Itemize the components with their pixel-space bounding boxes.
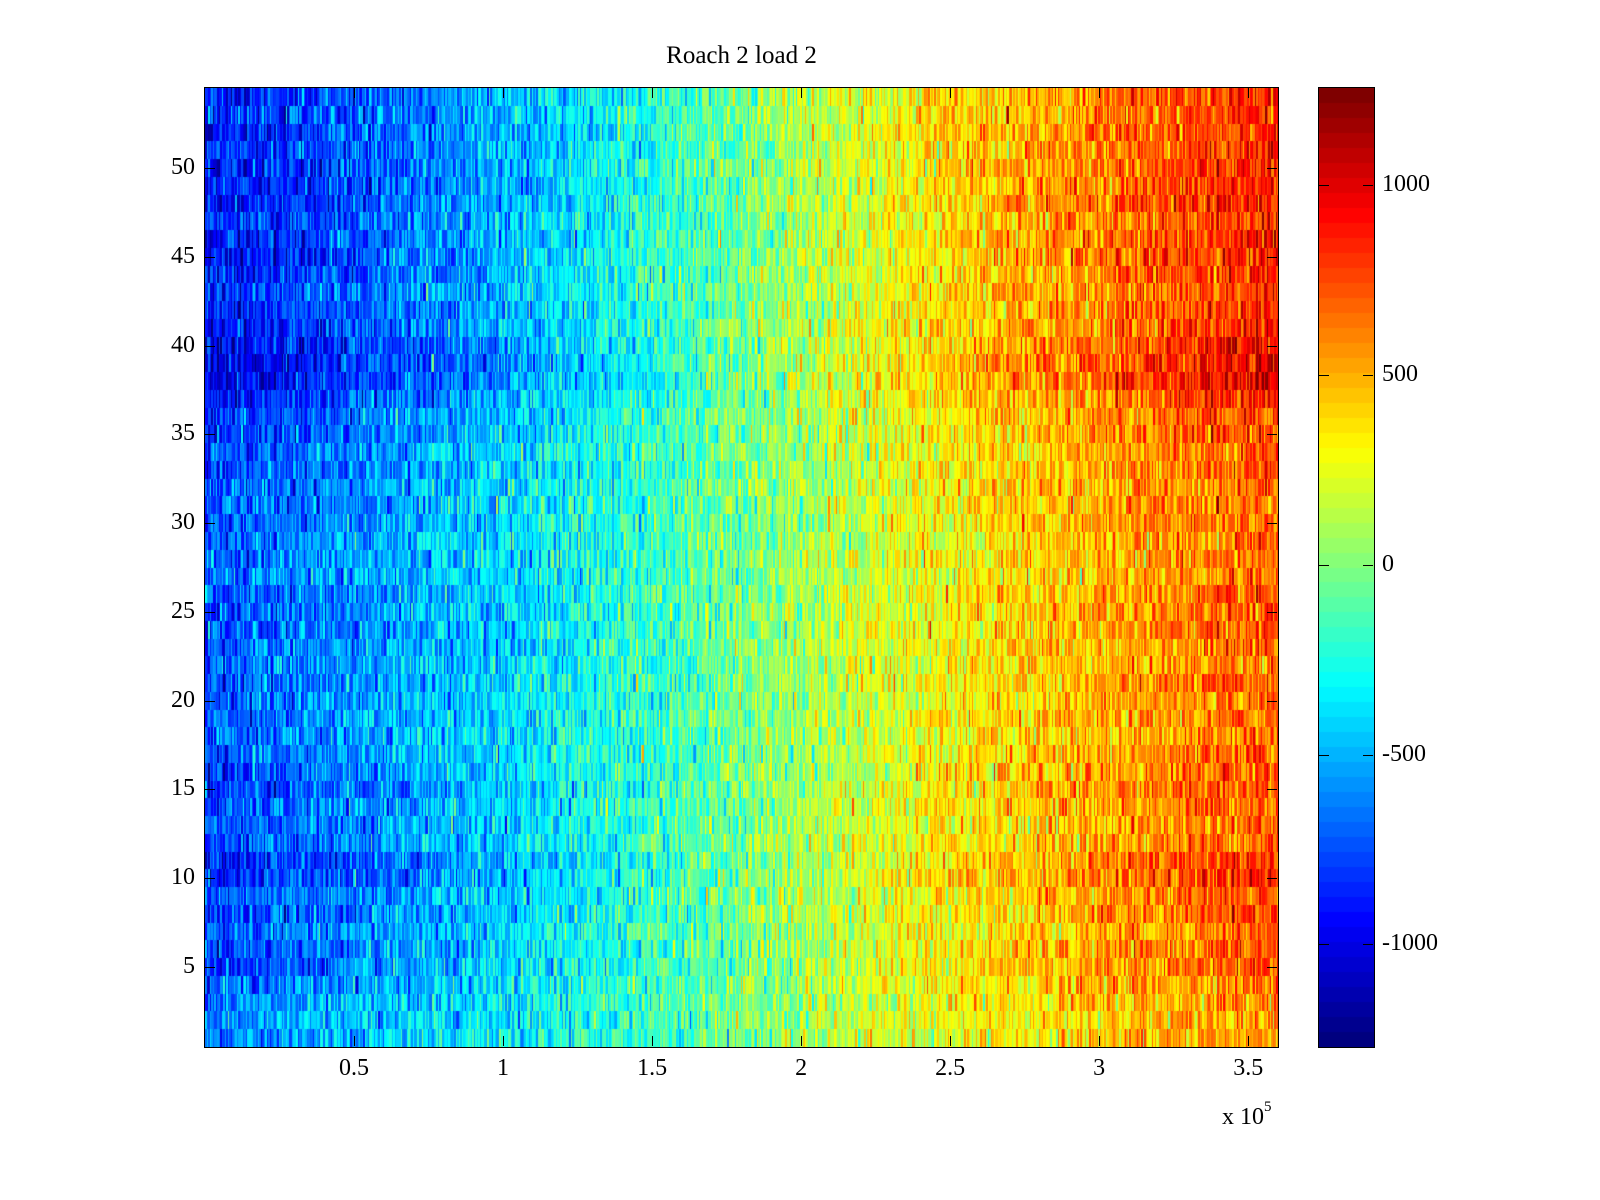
colorbar-tick-label: 1000 bbox=[1382, 170, 1430, 197]
x-tick-mark bbox=[1248, 1036, 1250, 1046]
x-tick-label: 1 bbox=[497, 1055, 510, 1081]
y-tick-mark-right bbox=[1267, 434, 1277, 436]
colorbar-tick-mark bbox=[1319, 184, 1329, 186]
colorbar-gradient bbox=[1319, 88, 1374, 1047]
y-tick-mark-right bbox=[1267, 345, 1277, 347]
chart-title: Roach 2 load 2 bbox=[666, 42, 817, 69]
y-tick-mark bbox=[205, 967, 215, 969]
y-tick-mark-right bbox=[1267, 611, 1277, 613]
y-tick-label: 30 bbox=[171, 509, 195, 536]
x-tick-mark bbox=[503, 1036, 505, 1046]
x-tick-mark bbox=[801, 1036, 803, 1046]
x-tick-mark-top bbox=[503, 88, 505, 98]
x-tick-mark-top bbox=[354, 88, 356, 98]
y-tick-label: 5 bbox=[183, 953, 195, 980]
x-tick-label: 2 bbox=[795, 1055, 808, 1081]
y-tick-mark bbox=[205, 789, 215, 791]
x-multiplier-exponent: 5 bbox=[1264, 1099, 1272, 1115]
x-tick-label: 1.5 bbox=[637, 1055, 668, 1081]
y-tick-mark bbox=[205, 523, 215, 525]
x-tick-mark-top bbox=[1248, 88, 1250, 98]
colorbar-tick-mark-right bbox=[1363, 374, 1373, 376]
colorbar-tick-label: 0 bbox=[1382, 550, 1394, 577]
colorbar-tick-label: -1000 bbox=[1382, 930, 1438, 957]
y-tick-label: 45 bbox=[171, 242, 195, 269]
x-tick-mark-top bbox=[652, 88, 654, 98]
colorbar-tick-mark-right bbox=[1363, 754, 1373, 756]
y-tick-mark-right bbox=[1267, 878, 1277, 880]
x-tick-mark bbox=[652, 1036, 654, 1046]
y-tick-mark bbox=[205, 434, 215, 436]
x-tick-label: 0.5 bbox=[339, 1055, 370, 1081]
heatmap-image bbox=[205, 88, 1278, 1047]
y-tick-label: 10 bbox=[171, 864, 195, 891]
y-tick-mark bbox=[205, 256, 215, 258]
x-tick-label: 3 bbox=[1093, 1055, 1106, 1081]
x-tick-mark-top bbox=[950, 88, 952, 98]
colorbar-tick-mark bbox=[1319, 374, 1329, 376]
y-tick-mark-right bbox=[1267, 523, 1277, 525]
y-tick-mark bbox=[205, 700, 215, 702]
y-tick-mark bbox=[205, 611, 215, 613]
colorbar-tick-mark bbox=[1319, 754, 1329, 756]
x-axis-multiplier: x 105 bbox=[1222, 1099, 1272, 1131]
heatmap-axes bbox=[204, 87, 1279, 1048]
x-tick-mark bbox=[1099, 1036, 1101, 1046]
y-tick-mark-right bbox=[1267, 167, 1277, 169]
x-tick-mark-top bbox=[801, 88, 803, 98]
y-tick-label: 25 bbox=[171, 597, 195, 624]
y-tick-mark bbox=[205, 167, 215, 169]
y-tick-mark bbox=[205, 345, 215, 347]
x-tick-mark-top bbox=[1099, 88, 1101, 98]
y-tick-mark-right bbox=[1267, 789, 1277, 791]
x-tick-mark bbox=[354, 1036, 356, 1046]
colorbar bbox=[1318, 87, 1375, 1048]
y-tick-mark bbox=[205, 878, 215, 880]
y-tick-mark-right bbox=[1267, 967, 1277, 969]
colorbar-tick-mark-right bbox=[1363, 564, 1373, 566]
y-tick-label: 35 bbox=[171, 420, 195, 447]
x-tick-label: 3.5 bbox=[1233, 1055, 1264, 1081]
axes-frame bbox=[204, 87, 1279, 1048]
x-tick-label: 2.5 bbox=[935, 1055, 966, 1081]
colorbar-tick-mark-right bbox=[1363, 944, 1373, 946]
colorbar-tick-mark bbox=[1319, 944, 1329, 946]
y-tick-label: 20 bbox=[171, 686, 195, 713]
y-tick-mark-right bbox=[1267, 256, 1277, 258]
colorbar-tick-label: -500 bbox=[1382, 740, 1426, 767]
y-tick-label: 40 bbox=[171, 331, 195, 358]
colorbar-frame bbox=[1318, 87, 1375, 1048]
y-tick-label: 15 bbox=[171, 775, 195, 802]
colorbar-tick-mark bbox=[1319, 564, 1329, 566]
y-tick-mark-right bbox=[1267, 700, 1277, 702]
y-tick-label: 50 bbox=[171, 153, 195, 180]
x-multiplier-base: x 10 bbox=[1222, 1104, 1264, 1130]
colorbar-tick-mark-right bbox=[1363, 184, 1373, 186]
colorbar-tick-label: 500 bbox=[1382, 360, 1418, 387]
x-tick-mark bbox=[950, 1036, 952, 1046]
